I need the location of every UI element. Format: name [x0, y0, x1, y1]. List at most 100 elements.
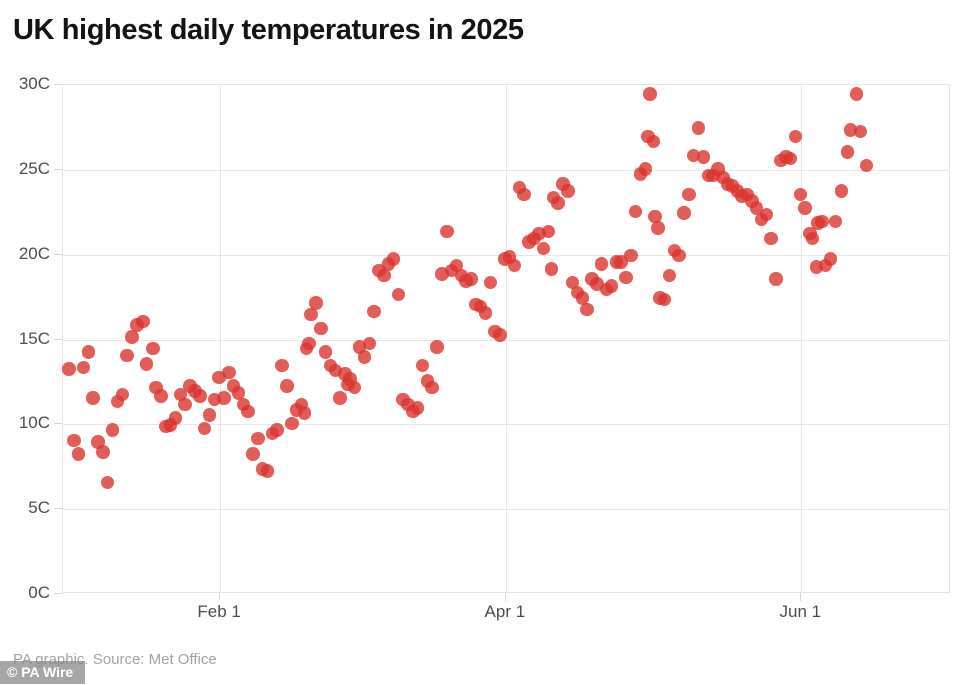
x-axis-tick [800, 593, 802, 601]
data-point [76, 360, 91, 375]
data-point [682, 187, 696, 202]
data-point [551, 196, 565, 210]
x-axis-label: Jun 1 [779, 602, 822, 621]
data-point [783, 151, 798, 166]
data-point [646, 134, 661, 149]
data-point [859, 158, 874, 173]
y-axis-tick [54, 423, 62, 425]
data-point [464, 272, 478, 286]
data-point [793, 187, 808, 202]
data-point [840, 145, 855, 159]
data-point [440, 224, 454, 239]
y-axis-label: 5C [28, 498, 50, 518]
data-point [483, 275, 498, 290]
data-point [270, 423, 284, 437]
data-point [798, 201, 812, 215]
data-point [677, 206, 691, 220]
data-point [146, 341, 160, 356]
data-point [357, 350, 372, 364]
data-point [367, 304, 381, 319]
data-point [624, 248, 638, 263]
data-point [173, 387, 188, 402]
data-point [178, 397, 192, 412]
data-point [115, 387, 130, 402]
data-point [430, 340, 444, 354]
data-point [517, 187, 531, 202]
data-point [309, 296, 323, 310]
data-point [410, 401, 425, 415]
data-point [638, 162, 653, 176]
data-point [672, 248, 686, 263]
data-point [302, 336, 316, 351]
y-axis-tick [54, 508, 62, 510]
x-gridline [801, 85, 803, 592]
data-point [105, 423, 120, 437]
data-point [759, 207, 774, 222]
data-point [280, 379, 294, 393]
data-point [643, 87, 657, 101]
data-point [377, 268, 391, 283]
data-point [619, 270, 633, 285]
data-point [415, 358, 430, 373]
data-point [314, 321, 328, 336]
data-point [318, 345, 333, 359]
y-axis-label: 30C [18, 74, 50, 93]
data-point [507, 258, 522, 273]
data-point [86, 391, 100, 405]
data-point [120, 348, 134, 363]
y-axis-tick [54, 168, 62, 170]
data-point [91, 435, 105, 449]
data-point [493, 328, 507, 342]
data-point [561, 184, 575, 198]
data-point [96, 445, 110, 459]
x-axis-label: Feb 1 [197, 602, 241, 621]
data-point [828, 214, 843, 229]
data-point [241, 404, 255, 419]
x-gridline [505, 85, 507, 592]
data-point [297, 406, 312, 420]
x-axis-label: Apr 1 [484, 602, 526, 621]
y-axis-tick [54, 338, 62, 340]
data-point [246, 447, 260, 461]
data-point [805, 231, 820, 246]
data-point [202, 408, 217, 422]
data-point [251, 431, 265, 446]
y-axis-label: 25C [18, 158, 50, 178]
data-point [815, 214, 829, 229]
data-point [565, 275, 580, 290]
data-point [197, 421, 212, 436]
data-point [71, 447, 86, 461]
data-point [231, 386, 246, 400]
data-point [575, 291, 590, 305]
data-point [651, 221, 665, 235]
data-point [275, 358, 289, 373]
data-point [594, 257, 609, 271]
data-point [391, 287, 406, 302]
data-point [193, 389, 207, 403]
data-point [139, 357, 154, 371]
data-point [580, 302, 594, 317]
data-point [62, 362, 76, 376]
data-point [648, 209, 662, 224]
y-axis-tick [54, 84, 62, 85]
data-point [823, 252, 838, 266]
data-point [769, 272, 783, 286]
data-point [100, 475, 115, 490]
data-point [853, 124, 868, 139]
data-point [222, 365, 236, 380]
data-point [347, 380, 362, 395]
data-point [260, 464, 275, 478]
data-point [541, 224, 556, 239]
data-point [304, 307, 318, 322]
data-point [604, 279, 619, 293]
data-point [657, 292, 672, 307]
data-point [788, 129, 803, 144]
y-axis-tick [54, 593, 62, 594]
data-point [691, 121, 706, 135]
data-point [449, 258, 464, 273]
data-point [285, 416, 299, 431]
data-point [628, 204, 643, 218]
data-point [136, 314, 150, 329]
x-axis-tick [504, 593, 506, 601]
